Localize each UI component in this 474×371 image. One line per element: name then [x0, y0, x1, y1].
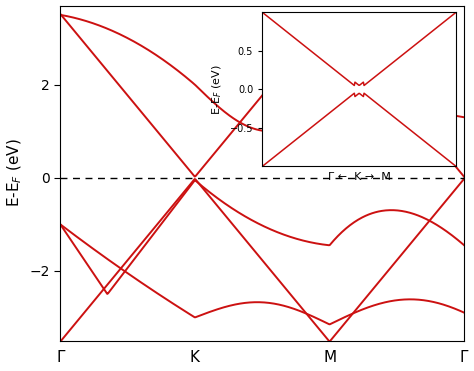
Y-axis label: E-E$_F$ (eV): E-E$_F$ (eV): [6, 139, 24, 207]
